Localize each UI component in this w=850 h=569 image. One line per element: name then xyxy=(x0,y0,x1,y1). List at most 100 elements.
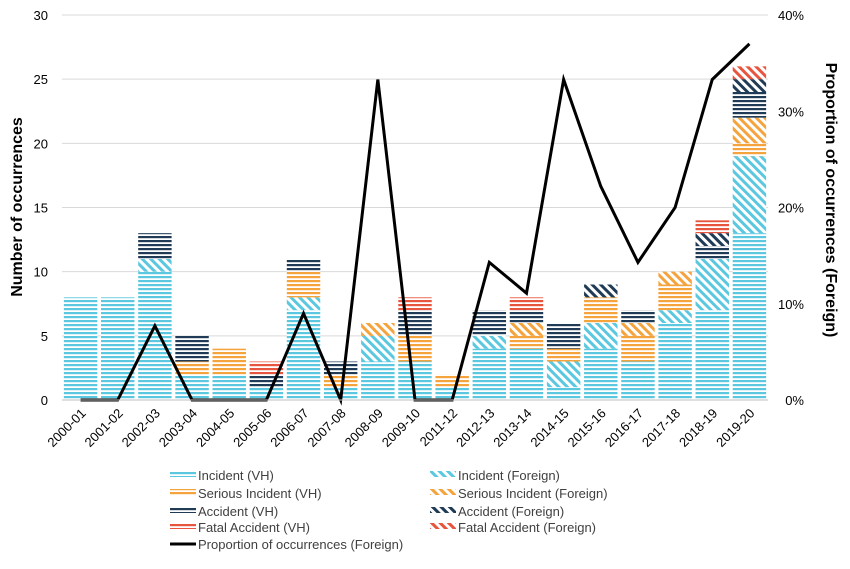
legend-swatch xyxy=(170,471,196,477)
bar-segment xyxy=(732,143,767,157)
legend-item: Fatal Accident (VH) xyxy=(170,520,310,535)
legend-item: Incident (Foreign) xyxy=(430,468,560,483)
x-tick-label: 2009-10 xyxy=(379,406,423,450)
x-tick-label: 2017-18 xyxy=(639,406,683,450)
bar-segment xyxy=(658,284,692,311)
bar-segment xyxy=(584,297,618,323)
legend-swatch xyxy=(430,507,456,513)
x-tick-label: 2011-12 xyxy=(417,406,461,450)
legend-label: Incident (VH) xyxy=(198,468,274,483)
bar-segment xyxy=(732,66,767,80)
x-tick-label: 2019-20 xyxy=(713,406,757,450)
bar-segment xyxy=(621,335,655,362)
bar-segment xyxy=(323,361,358,375)
bar-segment xyxy=(509,348,544,400)
bar-segment xyxy=(695,233,729,246)
bar-segment xyxy=(584,323,618,349)
bar-segment xyxy=(398,310,432,336)
bar-segment xyxy=(658,271,692,285)
bar-segment xyxy=(101,297,135,400)
bar-segment xyxy=(138,233,172,259)
bar-segment xyxy=(212,348,246,375)
bar-segment xyxy=(472,310,507,336)
x-tick-label: 2004-05 xyxy=(193,406,237,450)
bar-segment xyxy=(398,335,432,362)
legend-swatch xyxy=(430,471,456,477)
bars xyxy=(63,66,767,400)
x-tick-label: 2016-17 xyxy=(602,406,646,450)
bar-segment xyxy=(546,361,581,388)
y2-tick-label: 0% xyxy=(785,393,804,408)
bar-segment xyxy=(286,310,321,400)
legend-item: Accident (VH) xyxy=(170,504,278,519)
bar-segment xyxy=(138,258,172,272)
x-tick-label: 2005-06 xyxy=(230,406,274,450)
bar-segment xyxy=(658,323,692,400)
bar-segment xyxy=(732,92,767,118)
y-tick-label: 15 xyxy=(34,201,48,216)
legend-label: Serious Incident (VH) xyxy=(198,486,322,501)
x-tick-label: 2014-15 xyxy=(527,406,571,450)
bar-segment xyxy=(472,335,507,349)
legend-item: Proportion of occurrences (Foreign) xyxy=(170,537,403,552)
bar-segment xyxy=(472,348,507,400)
y2-tick-label: 30% xyxy=(778,104,804,119)
bar-segment xyxy=(584,284,618,298)
bar-segment xyxy=(249,361,284,375)
x-tick-label: 2012-13 xyxy=(453,406,497,450)
bar-segment xyxy=(658,310,692,323)
bar-segment xyxy=(361,335,395,362)
bar-segment xyxy=(286,271,321,298)
bar-segment xyxy=(695,246,729,259)
legend-item: Serious Incident (VH) xyxy=(170,486,322,501)
bar-segment xyxy=(138,271,172,400)
bar-segment xyxy=(175,361,209,375)
bar-segment xyxy=(435,387,469,400)
bar-segment xyxy=(621,361,655,400)
y2-tick-label: 10% xyxy=(778,297,804,312)
bar-segment xyxy=(63,297,98,400)
y-tick-label: 30 xyxy=(34,8,48,23)
y-tick-label: 10 xyxy=(34,265,48,280)
x-tick-label: 2000-01 xyxy=(44,406,88,450)
legend-swatch xyxy=(170,489,196,495)
secondary-y-axis-title: Proportion of occurrences (Foreign) xyxy=(822,63,839,338)
bar-segment xyxy=(546,323,581,349)
bar-segment xyxy=(546,348,581,362)
legend-item: Serious Incident (Foreign) xyxy=(430,486,608,501)
legend-item: Fatal Accident (Foreign) xyxy=(430,520,596,535)
bar-segment xyxy=(509,335,544,349)
legend-label: Incident (Foreign) xyxy=(458,468,560,483)
bar-segment xyxy=(286,258,321,272)
legend-swatch xyxy=(170,507,196,513)
y-axis-title: Number of occurrences xyxy=(9,117,26,297)
legend-label: Accident (Foreign) xyxy=(458,504,564,519)
bar-segment xyxy=(695,220,729,234)
x-tick-label: 2001-02 xyxy=(82,406,126,450)
legend-label: Accident (VH) xyxy=(198,504,278,519)
bar-segment xyxy=(175,335,209,362)
x-tick-label: 2006-07 xyxy=(267,406,311,450)
y2-tick-label: 40% xyxy=(778,8,804,23)
bar-segment xyxy=(546,387,581,400)
bar-segment xyxy=(509,310,544,323)
legend-swatch xyxy=(430,489,456,495)
legend-label: Fatal Accident (VH) xyxy=(198,520,310,535)
bar-segment xyxy=(584,348,618,400)
bar-segment xyxy=(732,156,767,234)
bar-segment xyxy=(732,79,767,92)
bar-segment xyxy=(361,323,395,336)
legend-label: Fatal Accident (Foreign) xyxy=(458,520,596,535)
legend-swatch xyxy=(430,523,456,529)
bar-segment xyxy=(621,323,655,336)
x-tick-label: 2007-08 xyxy=(304,406,348,450)
legend-item: Incident (VH) xyxy=(170,468,274,483)
bar-segment xyxy=(212,374,246,400)
bar-segment xyxy=(621,310,655,323)
bar-segment xyxy=(732,117,767,144)
legend-item: Accident (Foreign) xyxy=(430,504,564,519)
bar-segment xyxy=(361,361,395,400)
y-tick-label: 0 xyxy=(41,393,48,408)
x-tick-label: 2013-14 xyxy=(490,406,534,450)
